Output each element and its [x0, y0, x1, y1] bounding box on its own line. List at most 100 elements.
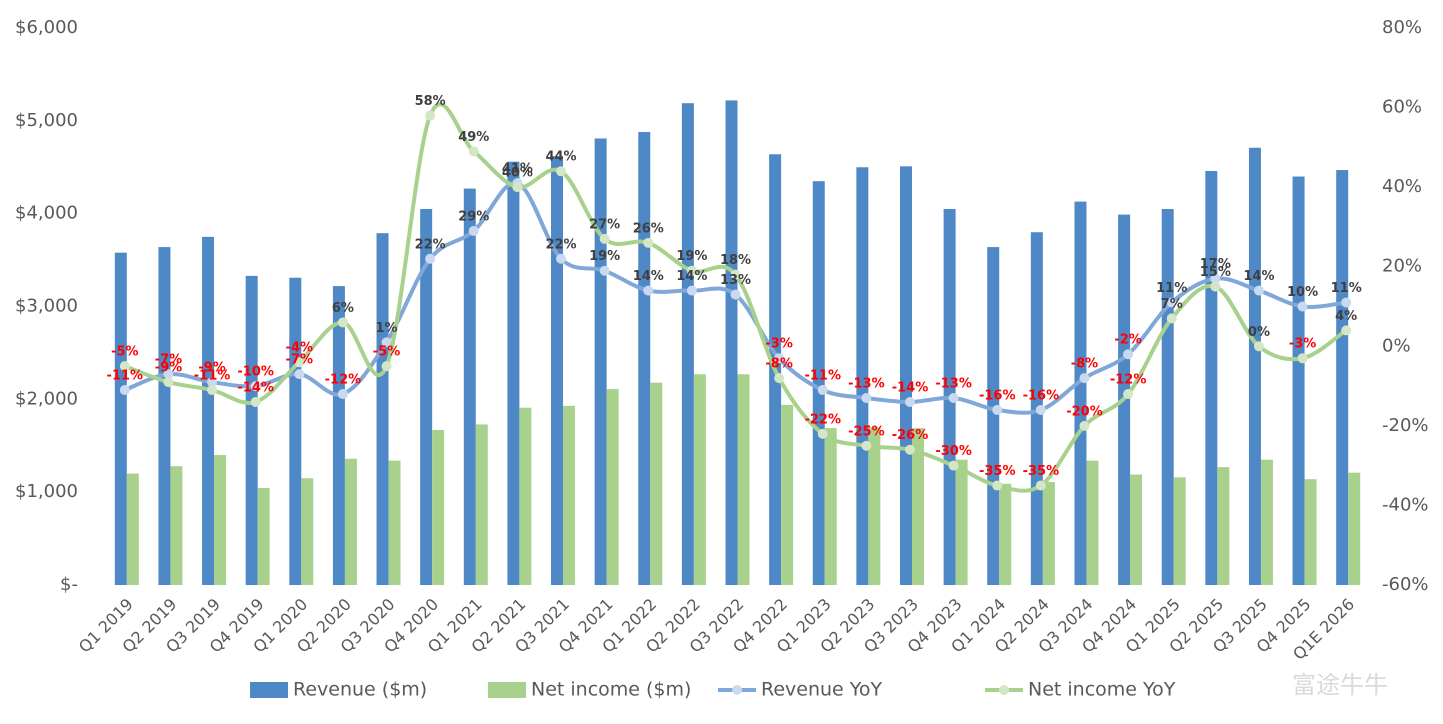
y-tick-label: $6,000 — [15, 17, 78, 38]
y2-tick-label: 60% — [1382, 97, 1422, 118]
marker — [250, 396, 261, 407]
data-label: -3% — [765, 337, 792, 352]
bar — [507, 161, 520, 585]
data-label: 40% — [502, 166, 533, 181]
bar — [214, 455, 227, 585]
data-label: -35% — [1023, 464, 1060, 479]
marker — [294, 357, 305, 368]
marker — [556, 253, 567, 264]
bar — [114, 252, 127, 585]
data-label: 26% — [633, 221, 664, 236]
legend-swatch — [732, 685, 742, 695]
y2-tick-label: 80% — [1382, 17, 1422, 38]
data-label: -10% — [237, 365, 274, 380]
bar — [563, 405, 576, 585]
data-label: 7% — [1161, 297, 1183, 312]
marker — [163, 377, 174, 388]
bar — [638, 131, 651, 585]
data-label: 22% — [415, 237, 446, 252]
marker — [948, 393, 959, 404]
bar — [463, 188, 476, 585]
bar — [432, 429, 445, 585]
marker — [992, 480, 1003, 491]
bar — [1292, 176, 1305, 586]
marker — [643, 285, 654, 296]
y-tick-label: $1,000 — [15, 481, 78, 502]
bar — [376, 233, 389, 585]
marker — [1123, 389, 1134, 400]
bar — [1260, 459, 1273, 585]
data-label: 22% — [545, 237, 576, 252]
marker — [1297, 353, 1308, 364]
data-label: -16% — [979, 388, 1016, 403]
y-tick-label: $5,000 — [15, 110, 78, 131]
marker — [992, 404, 1003, 415]
data-label: 27% — [589, 217, 620, 232]
watermark: 富途牛牛 — [1292, 671, 1388, 699]
data-label: 17% — [1200, 257, 1231, 272]
marker — [1253, 285, 1264, 296]
marker — [904, 396, 915, 407]
bar — [911, 428, 924, 585]
marker — [425, 253, 436, 264]
y2-tick-label: 20% — [1382, 256, 1422, 277]
marker — [337, 389, 348, 400]
data-label: -25% — [848, 424, 885, 439]
marker — [599, 233, 610, 244]
marker — [1035, 404, 1046, 415]
bar — [999, 483, 1012, 585]
data-label: -22% — [804, 412, 841, 427]
bar — [1161, 209, 1174, 585]
bar — [868, 427, 881, 585]
bar — [1248, 147, 1261, 585]
data-label: -5% — [373, 345, 400, 360]
marker — [730, 289, 741, 300]
bar — [650, 382, 663, 585]
marker — [163, 369, 174, 380]
marker — [1210, 273, 1221, 284]
bar — [158, 247, 171, 585]
bar — [987, 247, 1000, 585]
bar — [955, 459, 968, 585]
marker — [861, 440, 872, 451]
bar — [737, 374, 750, 585]
marker — [1079, 373, 1090, 384]
data-label: 15% — [1200, 265, 1231, 280]
marker — [1341, 297, 1352, 308]
bar — [1042, 481, 1055, 585]
data-label: -14% — [237, 380, 274, 395]
bar — [824, 428, 837, 585]
bar — [1173, 477, 1186, 585]
bar — [725, 100, 738, 585]
marker — [686, 285, 697, 296]
bar — [856, 167, 869, 585]
legend-label: Net income YoY — [1028, 679, 1176, 701]
bar — [388, 460, 401, 585]
marker — [1123, 349, 1134, 360]
data-label: 49% — [458, 130, 489, 145]
y2-tick-label: -60% — [1382, 574, 1429, 595]
marker — [250, 381, 261, 392]
bar — [1348, 472, 1361, 585]
legend-swatch — [488, 682, 526, 698]
bar — [899, 166, 912, 586]
data-label: -11% — [194, 369, 231, 384]
marker — [643, 237, 654, 248]
y2-tick-label: -20% — [1382, 415, 1429, 436]
marker — [1210, 281, 1221, 292]
y2-tick-label: 40% — [1382, 176, 1422, 197]
bar — [245, 275, 258, 585]
bar — [681, 103, 694, 585]
marker — [294, 369, 305, 380]
marker — [119, 385, 130, 396]
marker — [337, 317, 348, 328]
marker — [425, 110, 436, 121]
bar — [332, 286, 345, 585]
marker — [119, 361, 130, 372]
bar — [257, 487, 270, 585]
bar — [551, 156, 564, 586]
data-label: -30% — [935, 444, 972, 459]
legend-swatch — [999, 685, 1009, 695]
data-label: -16% — [1023, 388, 1060, 403]
marker — [861, 393, 872, 404]
